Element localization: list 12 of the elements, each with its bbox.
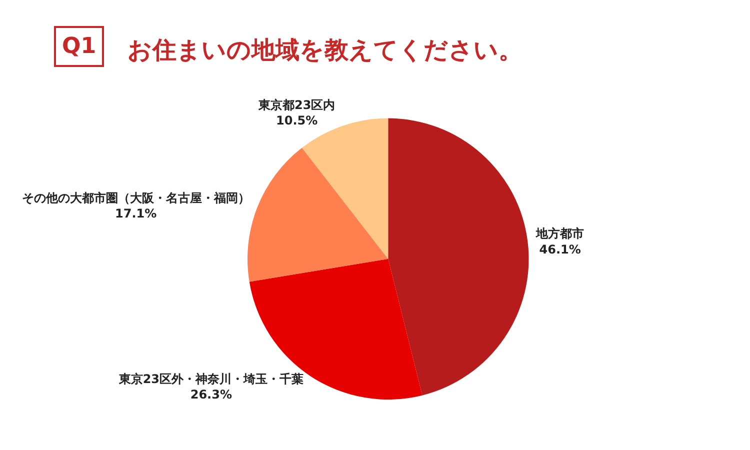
data-label: 26.3% — [190, 388, 232, 402]
chart-title: お住まいの地域を教えてください。 — [128, 36, 522, 64]
slice-label: 東京23区外・神奈川・埼玉・千葉 — [118, 372, 304, 386]
text: Q1 — [62, 34, 96, 59]
pie-slice — [388, 118, 528, 396]
slice-label: 地方都市 — [535, 226, 584, 241]
slice-label: その他の大都市圏（大阪・名古屋・福岡） — [22, 190, 250, 205]
data-label: 17.1% — [114, 206, 157, 220]
pie-slice — [248, 148, 388, 282]
data-label: 46.1% — [539, 242, 581, 256]
data-label: 10.5% — [276, 113, 318, 128]
slice-label: 東京都23区内 — [257, 98, 336, 112]
